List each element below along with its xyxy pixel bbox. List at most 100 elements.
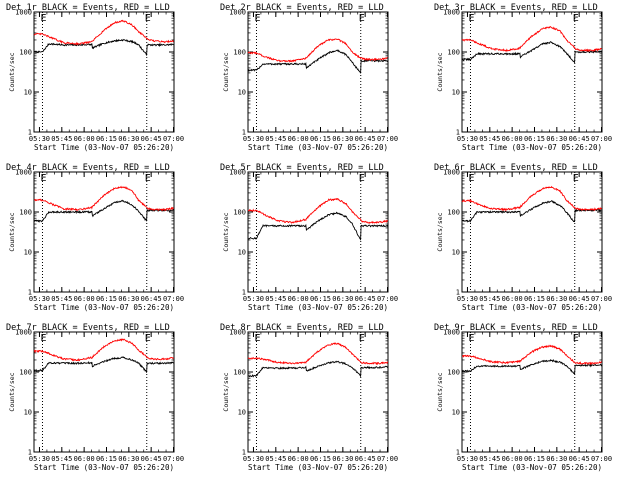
event-marker-label: E [145,333,151,344]
x-tick-label: 06:30 [546,135,567,143]
y-tick-label: 1 [242,129,246,137]
y-tick-label: 10 [452,409,460,417]
y-tick-label: 10 [452,249,460,257]
x-tick-label: 06:15 [310,135,331,143]
y-axis-label: Counts/sec [222,212,230,251]
x-tick-label: 07:00 [163,135,184,143]
y-tick-label: 1 [28,129,32,137]
event-marker-label: E [145,173,151,184]
x-axis-label: Start Time (03-Nov-07 05:26:20) [34,303,174,312]
x-tick-label: 05:45 [479,455,500,463]
x-tick-label: 06:15 [524,295,545,303]
plot-frame [461,171,603,293]
x-tick-label: 07:00 [591,295,612,303]
x-tick-label: 06:30 [332,455,353,463]
event-marker-label: E [359,173,365,184]
x-tick-label: 06:00 [288,135,309,143]
x-tick-label: 05:45 [479,135,500,143]
events-series-line [33,199,175,223]
y-tick-label: 1 [28,449,32,457]
panel: Det 2r BLACK = Events, RED = LLD 1 10 100 10… [220,3,398,152]
events-series-line [461,200,602,223]
y-tick-label: 100 [233,209,246,217]
plot-frame [461,331,603,453]
y-axis-label: Counts/sec [222,372,230,411]
event-marker-label: E [40,173,46,184]
y-axis-label: Counts/sec [8,52,16,91]
events-series-line [33,356,174,373]
plot-frame [461,11,603,133]
x-tick-label: 06:15 [96,135,117,143]
panel: Det 7r BLACK = Events, RED = LLD 1 10 100 10… [6,323,184,472]
panel: Det 5r BLACK = Events, RED = LLD 1 10 100 10… [220,163,398,312]
x-tick-label: 06:30 [546,295,567,303]
lld-series-line [33,338,174,362]
event-marker-label: E [254,333,260,344]
lld-series-line [33,185,175,212]
y-tick-label: 1 [28,289,32,297]
event-marker-label: E [468,333,474,344]
x-tick-label: 06:30 [118,295,139,303]
x-tick-label: 05:30 [457,455,478,463]
y-tick-label: 10 [24,249,32,257]
x-tick-label: 06:00 [502,455,523,463]
panel-title: Det 4r BLACK = Events, RED = LLD [6,163,170,173]
x-tick-label: 05:30 [457,295,478,303]
panel: Det 8r BLACK = Events, RED = LLD 1 10 100 10… [220,323,398,472]
x-tick-label: 06:15 [310,295,331,303]
lld-series-line [461,344,602,366]
y-tick-label: 1 [456,289,460,297]
x-tick-label: 06:00 [74,455,95,463]
x-tick-label: 06:15 [96,455,117,463]
plot-frame [247,331,389,453]
x-tick-label: 06:00 [288,455,309,463]
events-series-line [33,38,174,56]
event-marker-label: E [254,13,260,24]
lld-series-line [247,38,388,63]
x-tick-label: 05:30 [243,135,264,143]
x-tick-label: 06:45 [141,295,162,303]
x-axis-label: Start Time (03-Nov-07 05:26:20) [248,143,388,152]
x-tick-label: 06:00 [288,295,309,303]
x-tick-label: 05:45 [51,295,72,303]
y-tick-label: 100 [447,49,460,57]
x-tick-label: 06:45 [355,295,376,303]
lld-series-line [461,185,603,212]
event-marker-label: E [145,13,151,24]
event-marker-label: E [573,333,579,344]
y-axis-label: Counts/sec [8,212,16,251]
x-tick-label: 07:00 [591,135,612,143]
x-tick-label: 06:00 [502,135,523,143]
x-tick-label: 07:00 [163,455,184,463]
y-tick-label: 10 [24,89,32,97]
y-tick-label: 1000 [15,329,32,337]
x-tick-label: 06:30 [546,455,567,463]
y-tick-label: 10 [238,89,246,97]
panel-title: Det 8r BLACK = Events, RED = LLD [220,323,384,333]
x-tick-label: 05:45 [479,295,500,303]
panel-title: Det 9r BLACK = Events, RED = LLD [434,323,598,333]
x-tick-label: 05:30 [457,135,478,143]
event-marker-label: E [573,173,579,184]
plot-frame [247,11,389,133]
lld-series-line [461,26,602,53]
x-tick-label: 06:30 [118,455,139,463]
lld-series-line [247,197,389,224]
panel-title: Det 5r BLACK = Events, RED = LLD [220,163,384,173]
x-tick-label: 06:30 [332,135,353,143]
lld-series-line [247,342,389,366]
y-tick-label: 100 [447,209,460,217]
x-tick-label: 06:00 [74,295,95,303]
y-tick-label: 1 [456,129,460,137]
y-tick-label: 100 [19,369,32,377]
y-tick-label: 10 [238,249,246,257]
x-tick-label: 05:30 [29,135,50,143]
x-tick-label: 06:45 [355,455,376,463]
y-tick-label: 100 [19,49,32,57]
x-tick-label: 05:45 [265,295,286,303]
lld-series-line [33,19,174,46]
x-tick-label: 06:00 [502,295,523,303]
event-marker-label: E [40,333,46,344]
x-tick-label: 05:30 [29,295,50,303]
x-tick-label: 06:15 [524,135,545,143]
